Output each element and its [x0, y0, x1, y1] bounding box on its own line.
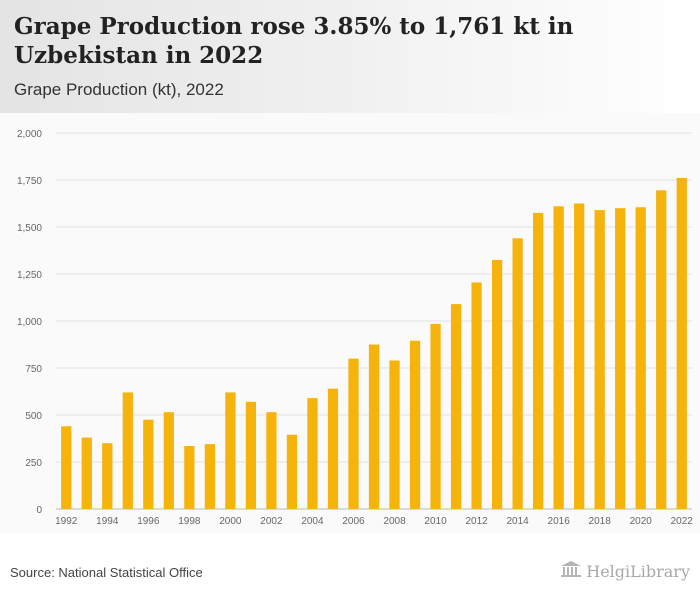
y-tick-label: 0 [36, 505, 42, 516]
x-tick-label: 1996 [137, 516, 160, 527]
bar-2002[interactable] [266, 412, 277, 509]
bar-1999[interactable] [204, 444, 215, 509]
x-tick-label: 1998 [178, 516, 201, 527]
x-axis-labels: 1992 1994 1996 1998 2000 2002 2004 2006 2008 2010… [55, 516, 693, 527]
bar-2017[interactable] [574, 203, 585, 510]
bar-2015[interactable] [533, 212, 544, 509]
x-tick-label: 2008 [383, 516, 406, 527]
bar-1992[interactable] [61, 426, 72, 509]
x-tick-label: 2022 [671, 516, 694, 527]
bar-2012[interactable] [471, 282, 482, 509]
bar-2013[interactable] [491, 259, 503, 509]
bar-1998[interactable] [184, 446, 195, 509]
x-tick-label: 1992 [55, 516, 78, 527]
bar-1995[interactable] [122, 392, 133, 509]
bar-2021[interactable] [656, 190, 667, 509]
bar-2019[interactable] [615, 208, 626, 509]
x-tick-label: 1994 [96, 516, 119, 527]
x-tick-label: 2016 [548, 516, 571, 527]
bar-1993[interactable] [81, 437, 92, 509]
bars [61, 177, 687, 510]
footer: Source: National Statistical Office Helg… [0, 548, 700, 596]
bar-2008[interactable] [389, 360, 400, 509]
source-note: Source: National Statistical Office [10, 565, 203, 580]
bar-2010[interactable] [430, 323, 441, 509]
bar-1996[interactable] [143, 419, 154, 509]
bar-1997[interactable] [163, 412, 174, 509]
x-tick-label: 2014 [506, 516, 529, 527]
bar-2020[interactable] [635, 207, 646, 509]
bar-chart: 0 250 500 750 1,000 1,250 1,500 1,750 2,000 1992… [17, 129, 693, 527]
y-tick-label: 2,000 [17, 129, 42, 140]
bar-2014[interactable] [512, 238, 523, 509]
x-tick-label: 2002 [260, 516, 283, 527]
library-building-icon [560, 560, 582, 583]
x-tick-label: 2006 [342, 516, 365, 527]
y-tick-label: 1,750 [17, 176, 42, 187]
bar-2005[interactable] [327, 388, 339, 509]
bar-2011[interactable] [450, 304, 462, 509]
page-title: Grape Production rose 3.85% to 1,761 kt … [14, 13, 574, 69]
y-tick-label: 750 [25, 364, 42, 375]
y-tick-label: 1,000 [17, 317, 42, 328]
y-tick-label: 1,500 [17, 223, 42, 234]
y-axis-labels: 0 250 500 750 1,000 1,250 1,500 1,750 2,000 [17, 129, 42, 516]
bar-2022[interactable] [676, 177, 687, 509]
y-tick-label: 1,250 [17, 270, 42, 281]
helgi-library-logo[interactable]: HelgiLibrary [560, 560, 690, 583]
bar-1994[interactable] [102, 443, 113, 509]
y-tick-label: 500 [25, 411, 42, 422]
bar-2009[interactable] [409, 340, 421, 509]
bar-2000[interactable] [225, 392, 236, 509]
bar-2004[interactable] [307, 398, 318, 509]
x-tick-label: 2004 [301, 516, 324, 527]
logo-text: HelgiLibrary [586, 562, 690, 581]
header: Grape Production rose 3.85% to 1,761 kt … [0, 0, 700, 113]
bar-2007[interactable] [368, 344, 380, 510]
bar-2018[interactable] [594, 210, 605, 509]
bar-2001[interactable] [245, 401, 257, 509]
y-tick-label: 250 [25, 458, 42, 469]
bar-2003[interactable] [286, 434, 298, 509]
bar-2016[interactable] [553, 206, 564, 509]
x-tick-label: 2000 [219, 516, 242, 527]
x-tick-label: 2012 [465, 516, 488, 527]
bar-2006[interactable] [348, 358, 359, 509]
x-tick-label: 2010 [424, 516, 447, 527]
x-tick-label: 2018 [589, 516, 612, 527]
chart-subtitle: Grape Production (kt), 2022 [14, 80, 224, 99]
x-tick-label: 2020 [630, 516, 653, 527]
